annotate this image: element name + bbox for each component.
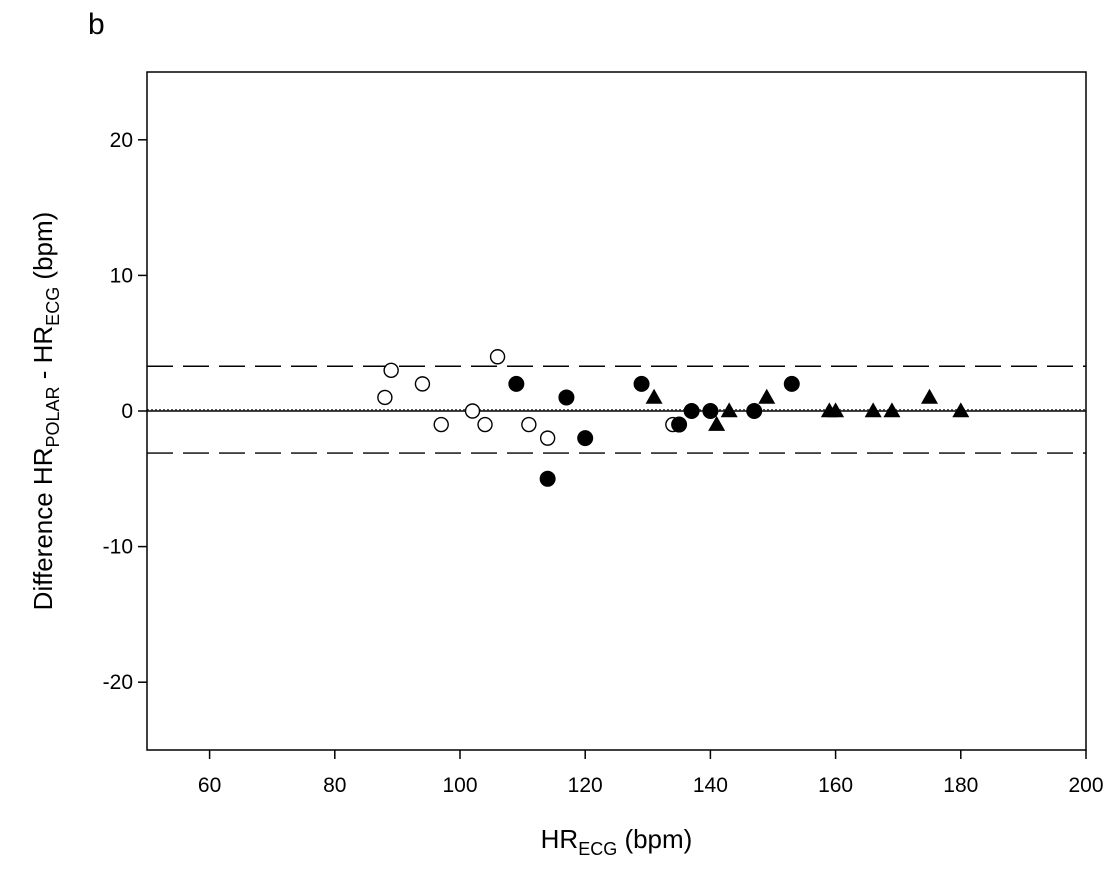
x-axis-title: HRECG (bpm) — [541, 824, 693, 859]
x-title-suffix: (bpm) — [617, 824, 692, 854]
data-point-filled-circle — [633, 375, 650, 392]
data-point-open-circle — [489, 349, 506, 365]
data-point-filled-triangle — [883, 402, 901, 418]
y-tick-label: 20 — [110, 129, 133, 152]
data-point-filled-circle — [508, 375, 525, 392]
y-title-sub2: ECG — [43, 287, 63, 326]
y-title-prefix: Difference HR — [28, 448, 58, 611]
data-point-filled-triangle — [952, 402, 970, 418]
reference-lines — [147, 365, 1086, 454]
data-point-filled-circle — [671, 416, 688, 433]
y-tick-label: 0 — [121, 400, 133, 423]
data-point-filled-triangle — [720, 402, 738, 418]
data-point-filled-circle — [746, 403, 763, 419]
y-axis-ticks: -20 -10 0 10 20 — [103, 129, 147, 694]
data-point-filled-triangle — [645, 388, 663, 404]
x-tick-label: 60 — [198, 774, 221, 797]
y-title-sub1: POLAR — [43, 386, 63, 447]
x-tick-label: 160 — [818, 774, 853, 797]
data-point-open-circle — [464, 403, 481, 419]
y-tick-label: -20 — [103, 671, 133, 694]
data-point-filled-circle — [702, 403, 719, 419]
x-tick-label: 120 — [568, 774, 603, 797]
data-point-open-circle — [521, 416, 537, 433]
data-point-filled-circle — [558, 389, 575, 406]
data-point-filled-triangle — [921, 388, 938, 404]
data-point-filled-circle — [577, 430, 594, 447]
data-point-filled-triangle — [864, 402, 882, 418]
data-point-filled-triangle — [708, 415, 726, 431]
panel-label: b — [88, 8, 105, 41]
data-points — [377, 349, 970, 487]
y-tick-label: 10 — [110, 264, 133, 287]
y-title-suffix: (bpm) — [28, 212, 58, 287]
x-tick-label: 140 — [693, 774, 728, 797]
x-tick-label: 100 — [442, 774, 477, 797]
data-point-open-circle — [477, 416, 493, 433]
x-axis-ticks: 60 80 100 120 140 160 180 200 — [198, 750, 1104, 797]
data-point-filled-circle — [683, 403, 700, 419]
x-title-sub: ECG — [578, 839, 617, 859]
data-point-filled-triangle — [827, 402, 845, 418]
data-point-open-circle — [383, 362, 399, 379]
data-point-open-circle — [414, 376, 431, 392]
data-point-open-circle — [539, 430, 556, 446]
data-point-open-circle — [377, 389, 393, 406]
x-tick-label: 80 — [323, 774, 346, 797]
y-title-mid: - HR — [28, 326, 58, 387]
x-tick-label: 180 — [943, 774, 978, 797]
data-point-filled-triangle — [758, 388, 776, 404]
data-point-open-circle — [433, 416, 449, 433]
data-point-filled-circle — [783, 375, 800, 392]
data-point-filled-circle — [539, 470, 556, 487]
x-tick-label: 200 — [1068, 774, 1103, 797]
y-tick-label: -10 — [103, 536, 133, 559]
y-axis-title: Difference HRPOLAR - HRECG (bpm) — [28, 212, 63, 611]
x-title-main: HR — [541, 824, 579, 854]
